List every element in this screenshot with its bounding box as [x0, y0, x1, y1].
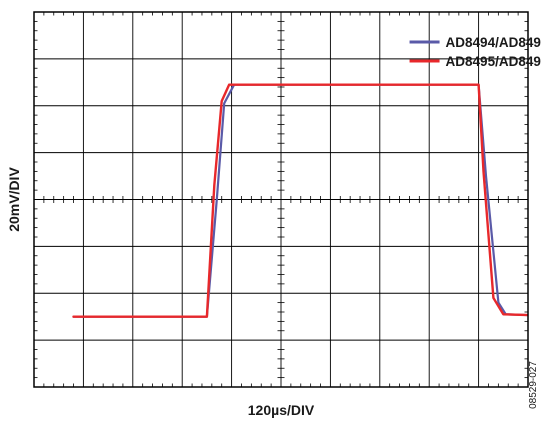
x-axis-label: 120µs/DIV — [248, 402, 315, 418]
waveform-traces — [72, 83, 528, 318]
trace-ad8495-ad8497 — [72, 83, 528, 318]
legend-label: AD8495/AD8497 — [446, 54, 541, 69]
plot-frame — [33, 11, 529, 388]
legend: AD8494/AD8496 AD8495/AD8497 — [409, 35, 541, 69]
legend-label: AD8494/AD8496 — [446, 35, 541, 50]
y-axis-label: 20mV/DIV — [6, 167, 22, 232]
grid — [34, 12, 528, 387]
figure-code: 08529-027 — [528, 361, 539, 409]
